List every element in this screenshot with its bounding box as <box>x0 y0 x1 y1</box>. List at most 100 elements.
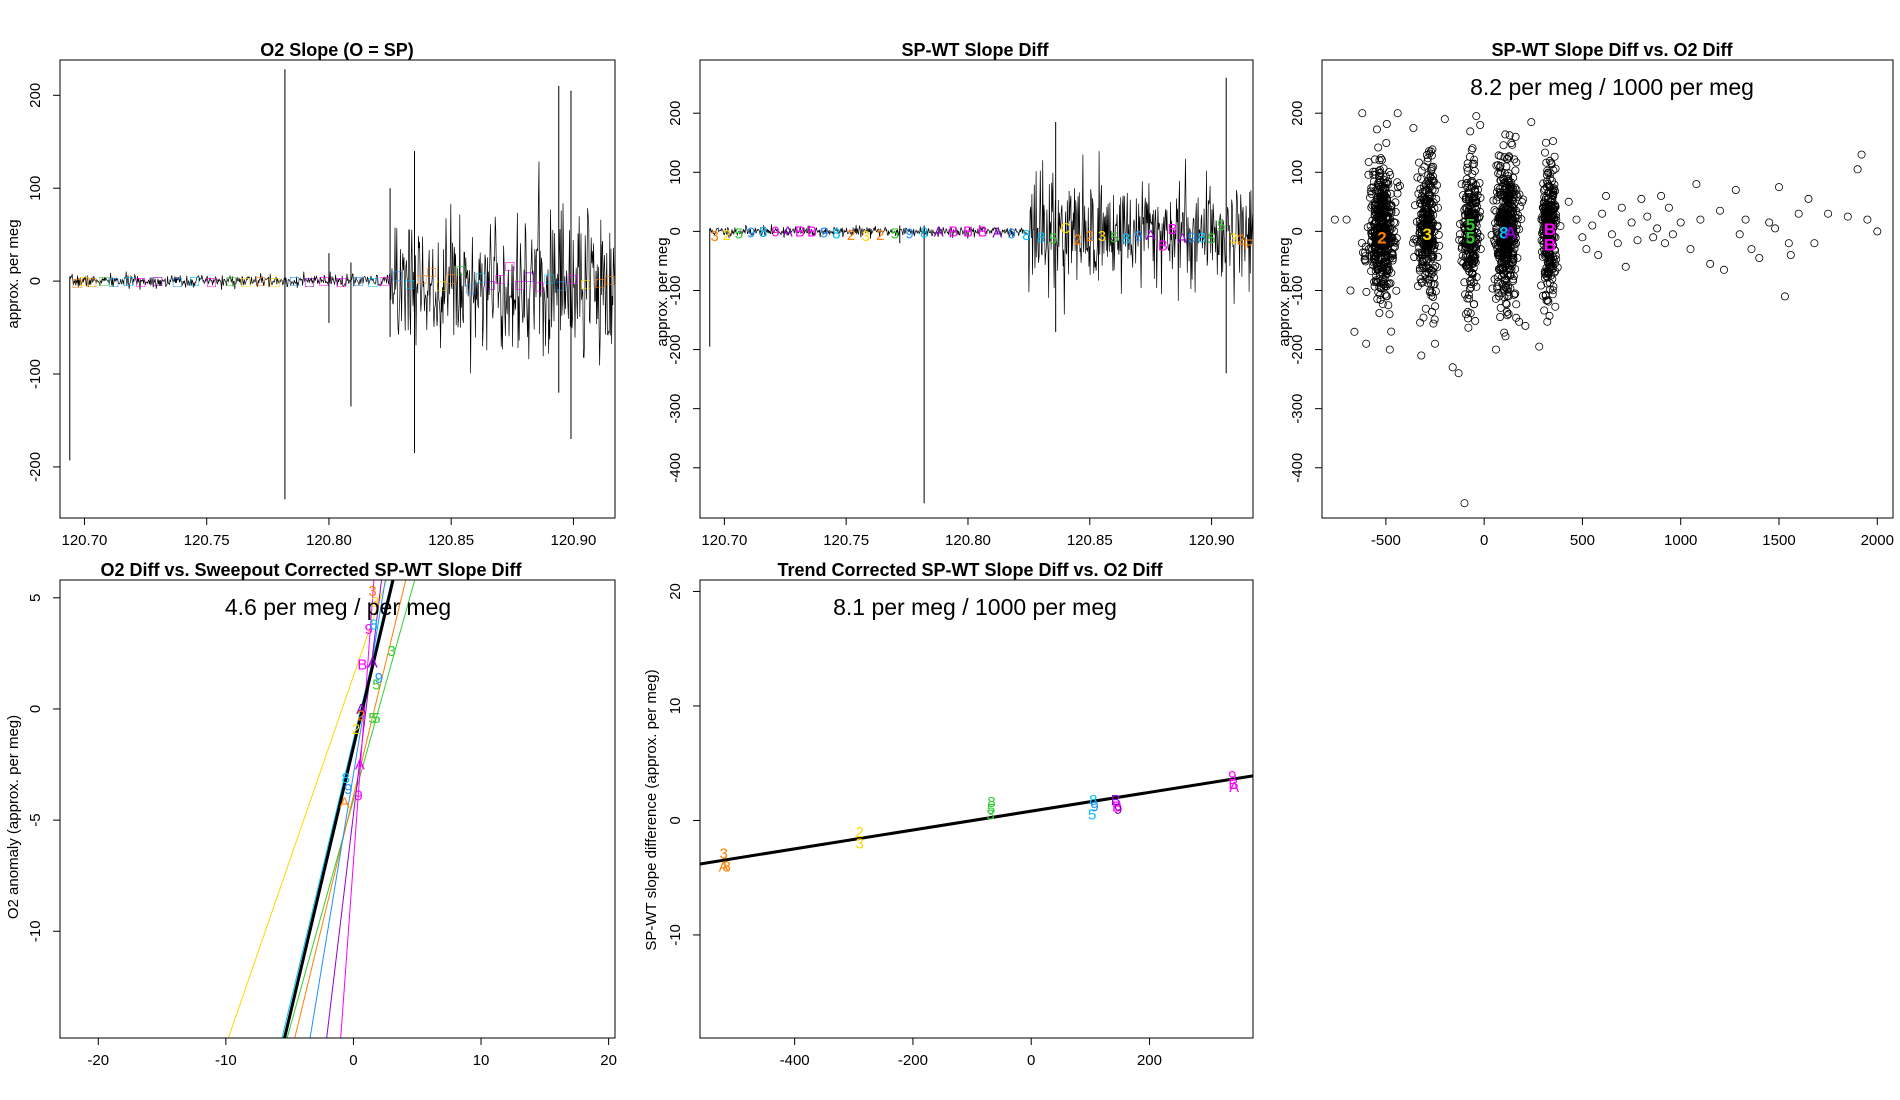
series-marker: □ <box>515 277 524 294</box>
scatter-point <box>1375 283 1384 292</box>
y-tick-label: 0 <box>1289 227 1306 235</box>
point-label: B <box>1544 236 1556 255</box>
y-tick-label: -5 <box>27 813 44 826</box>
series-marker: □ <box>381 273 390 290</box>
x-tick-label: 20 <box>600 1052 617 1069</box>
scatter-point <box>1517 215 1526 224</box>
scatter-point <box>1598 209 1607 218</box>
series-marker: □ <box>466 281 475 298</box>
scatter-point <box>1384 301 1393 310</box>
scatter-point <box>1412 235 1421 244</box>
scatter-point <box>1415 158 1424 167</box>
scatter-point <box>1420 256 1429 265</box>
series-marker: □ <box>581 276 590 293</box>
scatter-point <box>1429 268 1438 277</box>
scatter-point <box>1433 203 1442 212</box>
series-marker: 3 <box>1098 228 1106 245</box>
point-label: 3 <box>1422 225 1431 244</box>
scatter-point <box>1527 118 1536 127</box>
scatter-point <box>1430 241 1439 250</box>
point-label: 9 <box>1228 768 1236 785</box>
scatter-point <box>1556 222 1565 231</box>
point-label: A <box>719 858 729 875</box>
scatter-point <box>1372 213 1381 222</box>
scatter-point <box>1416 274 1425 283</box>
scatter-point <box>1501 183 1510 192</box>
scatter-point <box>1429 211 1438 220</box>
series-marker: B <box>948 223 958 240</box>
scatter-point <box>1540 306 1549 315</box>
series-marker: □ <box>486 277 495 294</box>
scatter-point <box>1385 345 1394 354</box>
scatter-point <box>1491 294 1500 303</box>
scatter-point <box>1508 195 1517 204</box>
scatter-point <box>1430 227 1439 236</box>
y-tick-label: -100 <box>667 275 684 305</box>
series-marker: 5 <box>1110 229 1118 246</box>
point-label: 5 <box>372 710 380 727</box>
point-label: A <box>355 757 365 774</box>
x-tick-label: 120.85 <box>428 532 474 549</box>
scatter-point <box>1512 313 1521 322</box>
scatter-point <box>1468 144 1477 153</box>
scatter-point <box>1466 127 1475 136</box>
slope-annotation: 4.6 per meg / per meg <box>225 594 451 620</box>
scatter-point <box>1661 239 1670 248</box>
y-tick-label: 100 <box>27 176 44 201</box>
y-tick-label: -200 <box>1289 335 1306 365</box>
scatter-point <box>1551 251 1560 260</box>
scatter-point <box>1473 191 1482 200</box>
series-marker: 3 <box>1229 230 1237 247</box>
scatter-point <box>1495 188 1504 197</box>
scatter-point <box>1427 151 1436 160</box>
y-tick-label: -400 <box>1289 453 1306 483</box>
point-label: 2 <box>352 721 360 738</box>
scatter-point <box>1374 288 1383 297</box>
scatter-point <box>1509 272 1518 281</box>
scatter-point <box>1417 278 1426 287</box>
scatter-point <box>1464 213 1473 222</box>
plot-content: 2 3 55 8A BB <box>1330 109 1882 508</box>
x-tick-label: 500 <box>1570 532 1595 549</box>
scatter-point <box>1696 215 1705 224</box>
scatter-point <box>1549 166 1558 175</box>
scatter-point <box>1501 130 1510 139</box>
scatter-point <box>1692 180 1701 189</box>
series-marker: □ <box>405 276 414 293</box>
scatter-point <box>1548 176 1557 185</box>
scatter-point <box>1376 154 1385 163</box>
scatter-point <box>1512 158 1521 167</box>
scatter-point <box>1731 185 1740 194</box>
point-label: 9 <box>354 788 362 805</box>
scatter-point <box>1426 173 1435 182</box>
scatter-point <box>1409 124 1418 133</box>
series-marker: 5 <box>1217 217 1225 234</box>
scatter-point <box>1373 294 1382 303</box>
point-label: B <box>1111 792 1121 809</box>
scatter-point <box>1747 245 1756 254</box>
scatter-point <box>1427 192 1436 201</box>
x-tick-label: 10 <box>473 1052 490 1069</box>
scatter-point <box>1521 321 1530 330</box>
scatter-point <box>1374 167 1383 176</box>
series-marker: □ <box>437 278 446 295</box>
scatter-point <box>1382 138 1391 147</box>
plot-area: □□□ □ □ □ □ □ □ □ □ □ □ □ □ □ □ □ □ □ □ □ □ □ □ □□ □ □□□ □ □□□ □□ □ □ □… <box>27 59 616 549</box>
scatter-point <box>1503 285 1512 294</box>
scatter-point <box>1461 180 1470 189</box>
scatter-point <box>1543 214 1552 223</box>
scatter-point <box>1372 228 1381 237</box>
point-label: A <box>356 701 366 718</box>
series-marker: □ <box>596 275 605 292</box>
scatter-point <box>1430 315 1439 324</box>
scatter-point <box>1506 231 1515 240</box>
fit-line <box>700 774 1253 866</box>
scatter-point <box>1470 155 1479 164</box>
scatter-point <box>1361 252 1370 261</box>
scatter-point <box>1494 151 1503 160</box>
scatter-point <box>1422 256 1431 265</box>
scatter-point <box>1537 281 1546 290</box>
scatter-point <box>1462 233 1471 242</box>
scatter-point <box>1508 140 1517 149</box>
